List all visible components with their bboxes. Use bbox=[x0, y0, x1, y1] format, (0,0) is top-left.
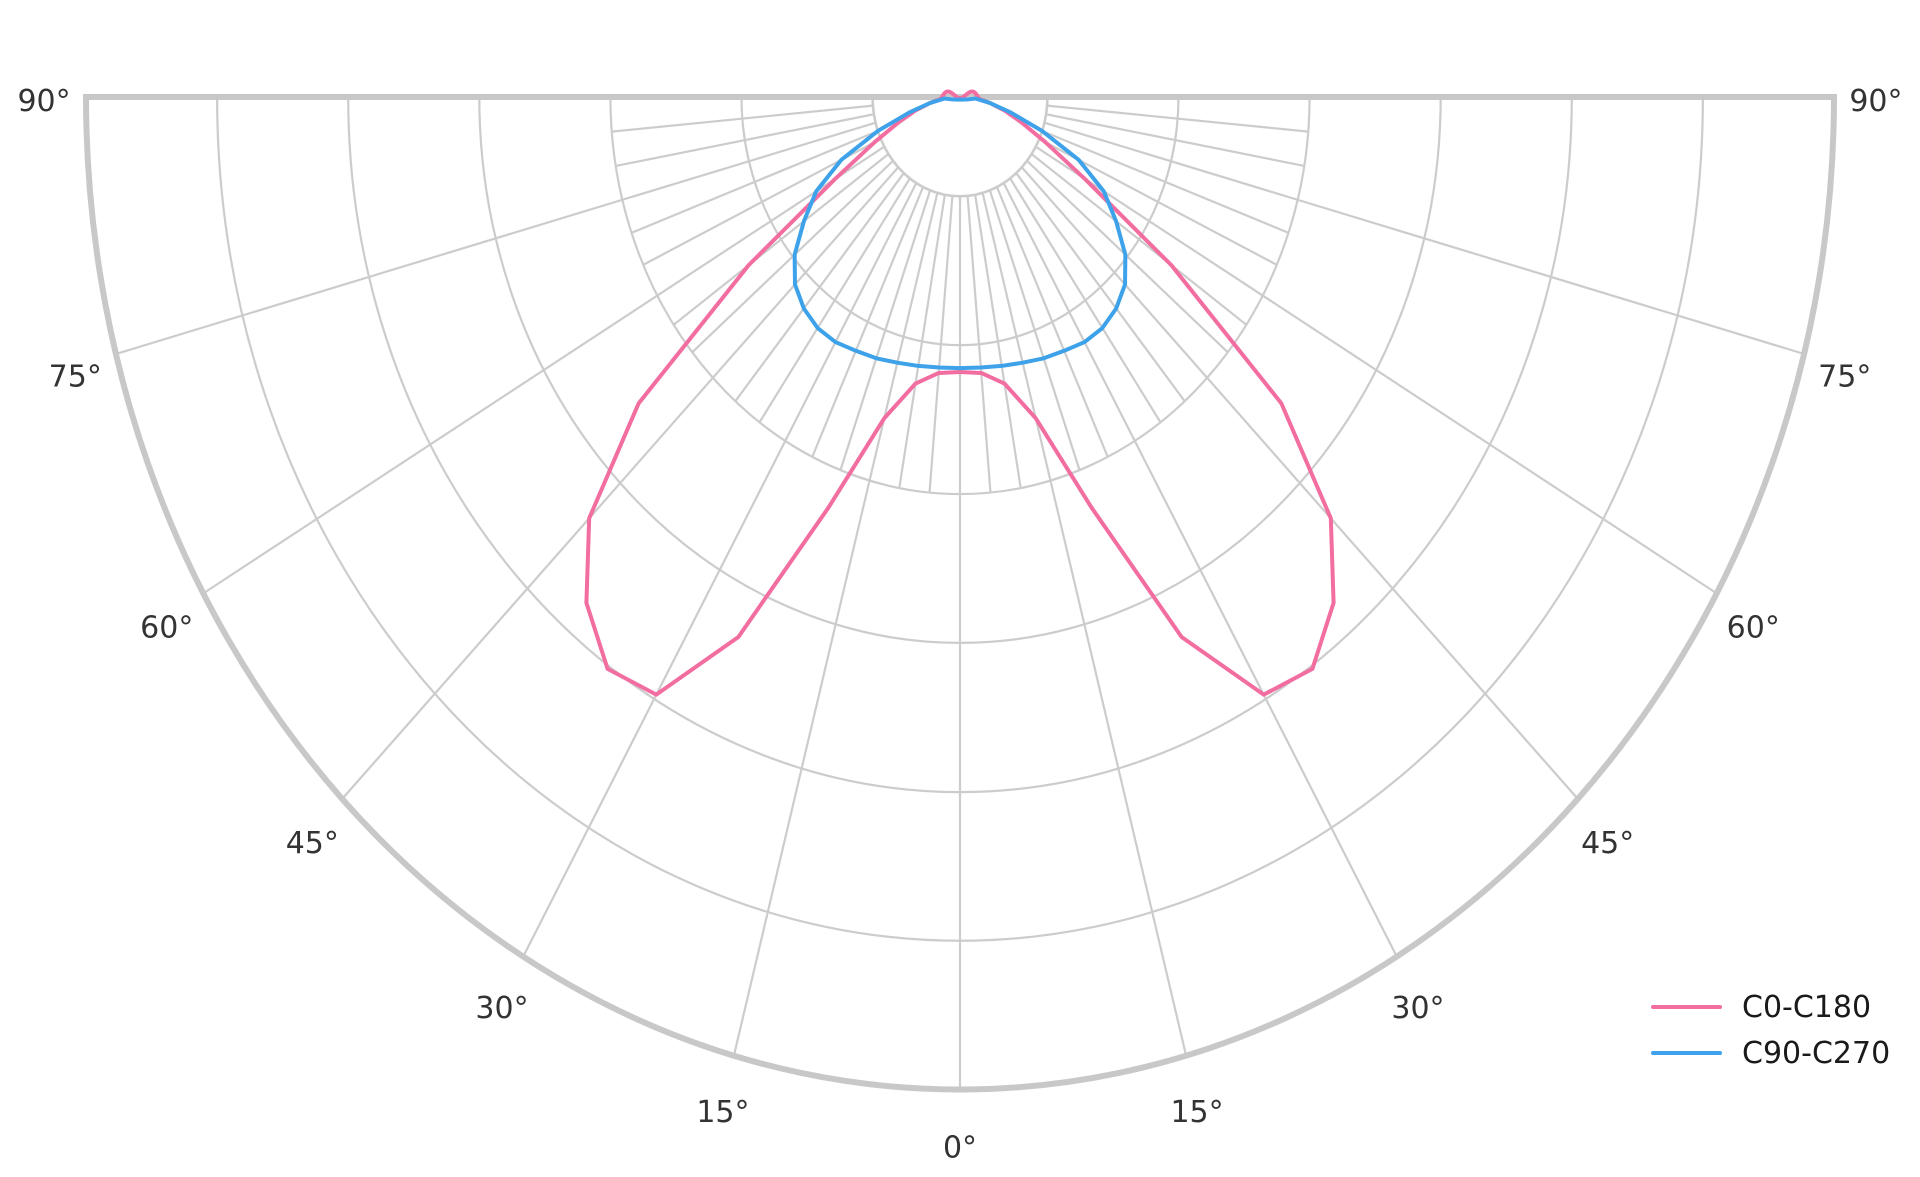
angle-tick-label: 75° bbox=[1818, 359, 1871, 394]
angle-tick-label: 15° bbox=[1170, 1095, 1223, 1130]
legend-label-c0-c180: C0-C180 bbox=[1742, 990, 1871, 1025]
minor-angle-spoke bbox=[672, 153, 890, 326]
polar-grid bbox=[82, 94, 1838, 1093]
minor-angle-spoke bbox=[839, 189, 932, 471]
major-angle-spoke bbox=[115, 121, 876, 356]
angle-tick-label: 90° bbox=[1849, 84, 1902, 119]
major-angle-spoke bbox=[981, 192, 1188, 1057]
minor-angle-spoke bbox=[1015, 172, 1186, 402]
minor-angle-spoke bbox=[611, 104, 874, 133]
minor-angle-spoke bbox=[988, 189, 1081, 471]
minor-angle-spoke bbox=[631, 129, 879, 234]
major-angle-spoke bbox=[202, 145, 885, 595]
major-angle-spoke bbox=[732, 192, 939, 1057]
legend-label-c90-c270: C90-C270 bbox=[1742, 1036, 1890, 1071]
angle-tick-label: 15° bbox=[696, 1095, 749, 1130]
angle-tick-label: 0° bbox=[943, 1131, 977, 1166]
minor-angle-spoke bbox=[734, 172, 905, 402]
angle-tick-label: 60° bbox=[1727, 610, 1780, 645]
minor-angle-spoke bbox=[898, 194, 946, 489]
angle-tick-label: 90° bbox=[17, 84, 70, 119]
minor-angle-spoke bbox=[1045, 113, 1305, 168]
angle-tick-label: 45° bbox=[1581, 826, 1634, 861]
minor-angle-spoke bbox=[1026, 160, 1229, 354]
minor-angle-spoke bbox=[615, 113, 875, 168]
minor-angle-spoke bbox=[1041, 129, 1289, 234]
major-angle-spoke bbox=[522, 182, 918, 958]
angle-tick-label: 30° bbox=[475, 991, 528, 1026]
major-angle-spoke bbox=[1035, 145, 1718, 595]
series-c90-c270-curve bbox=[792, 96, 1128, 371]
minor-angle-spoke bbox=[758, 177, 911, 423]
legend: C0-C180 C90-C270 bbox=[1651, 990, 1890, 1071]
major-angle-spoke bbox=[341, 166, 900, 800]
chart-outer-border bbox=[82, 94, 1838, 1093]
angle-labels: 90° 75° 60° 45° 30° 15° 0° 15° 30° 45° 60° 75° 90° bbox=[17, 84, 1902, 1166]
angle-tick-label: 75° bbox=[49, 359, 102, 394]
minor-angle-spoke bbox=[1046, 104, 1309, 133]
minor-angle-spoke bbox=[995, 186, 1109, 458]
angle-tick-label: 30° bbox=[1391, 991, 1444, 1026]
series-c0-c180-curve bbox=[584, 89, 1336, 697]
minor-angle-spoke bbox=[974, 194, 1022, 489]
angle-tick-label: 45° bbox=[286, 826, 339, 861]
major-angle-spoke bbox=[1020, 166, 1579, 800]
minor-angle-spoke bbox=[1009, 177, 1162, 423]
major-angle-spoke bbox=[1044, 121, 1805, 356]
minor-angle-spoke bbox=[691, 160, 894, 354]
angle-tick-label: 60° bbox=[140, 610, 193, 645]
minor-angle-spoke bbox=[966, 195, 992, 493]
minor-angle-spoke bbox=[811, 186, 925, 458]
major-angle-spoke bbox=[1002, 182, 1398, 958]
minor-angle-spoke bbox=[1030, 153, 1248, 326]
minor-angle-spoke bbox=[928, 195, 954, 493]
series-curves bbox=[584, 89, 1336, 697]
